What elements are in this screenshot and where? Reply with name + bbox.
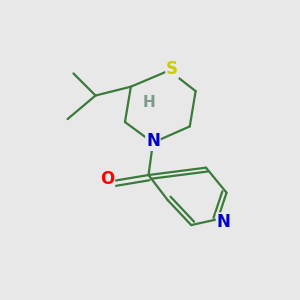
Text: S: S bbox=[166, 60, 178, 78]
Text: N: N bbox=[217, 213, 230, 231]
Text: O: O bbox=[100, 170, 114, 188]
Text: H: H bbox=[142, 95, 155, 110]
Text: N: N bbox=[146, 132, 160, 150]
